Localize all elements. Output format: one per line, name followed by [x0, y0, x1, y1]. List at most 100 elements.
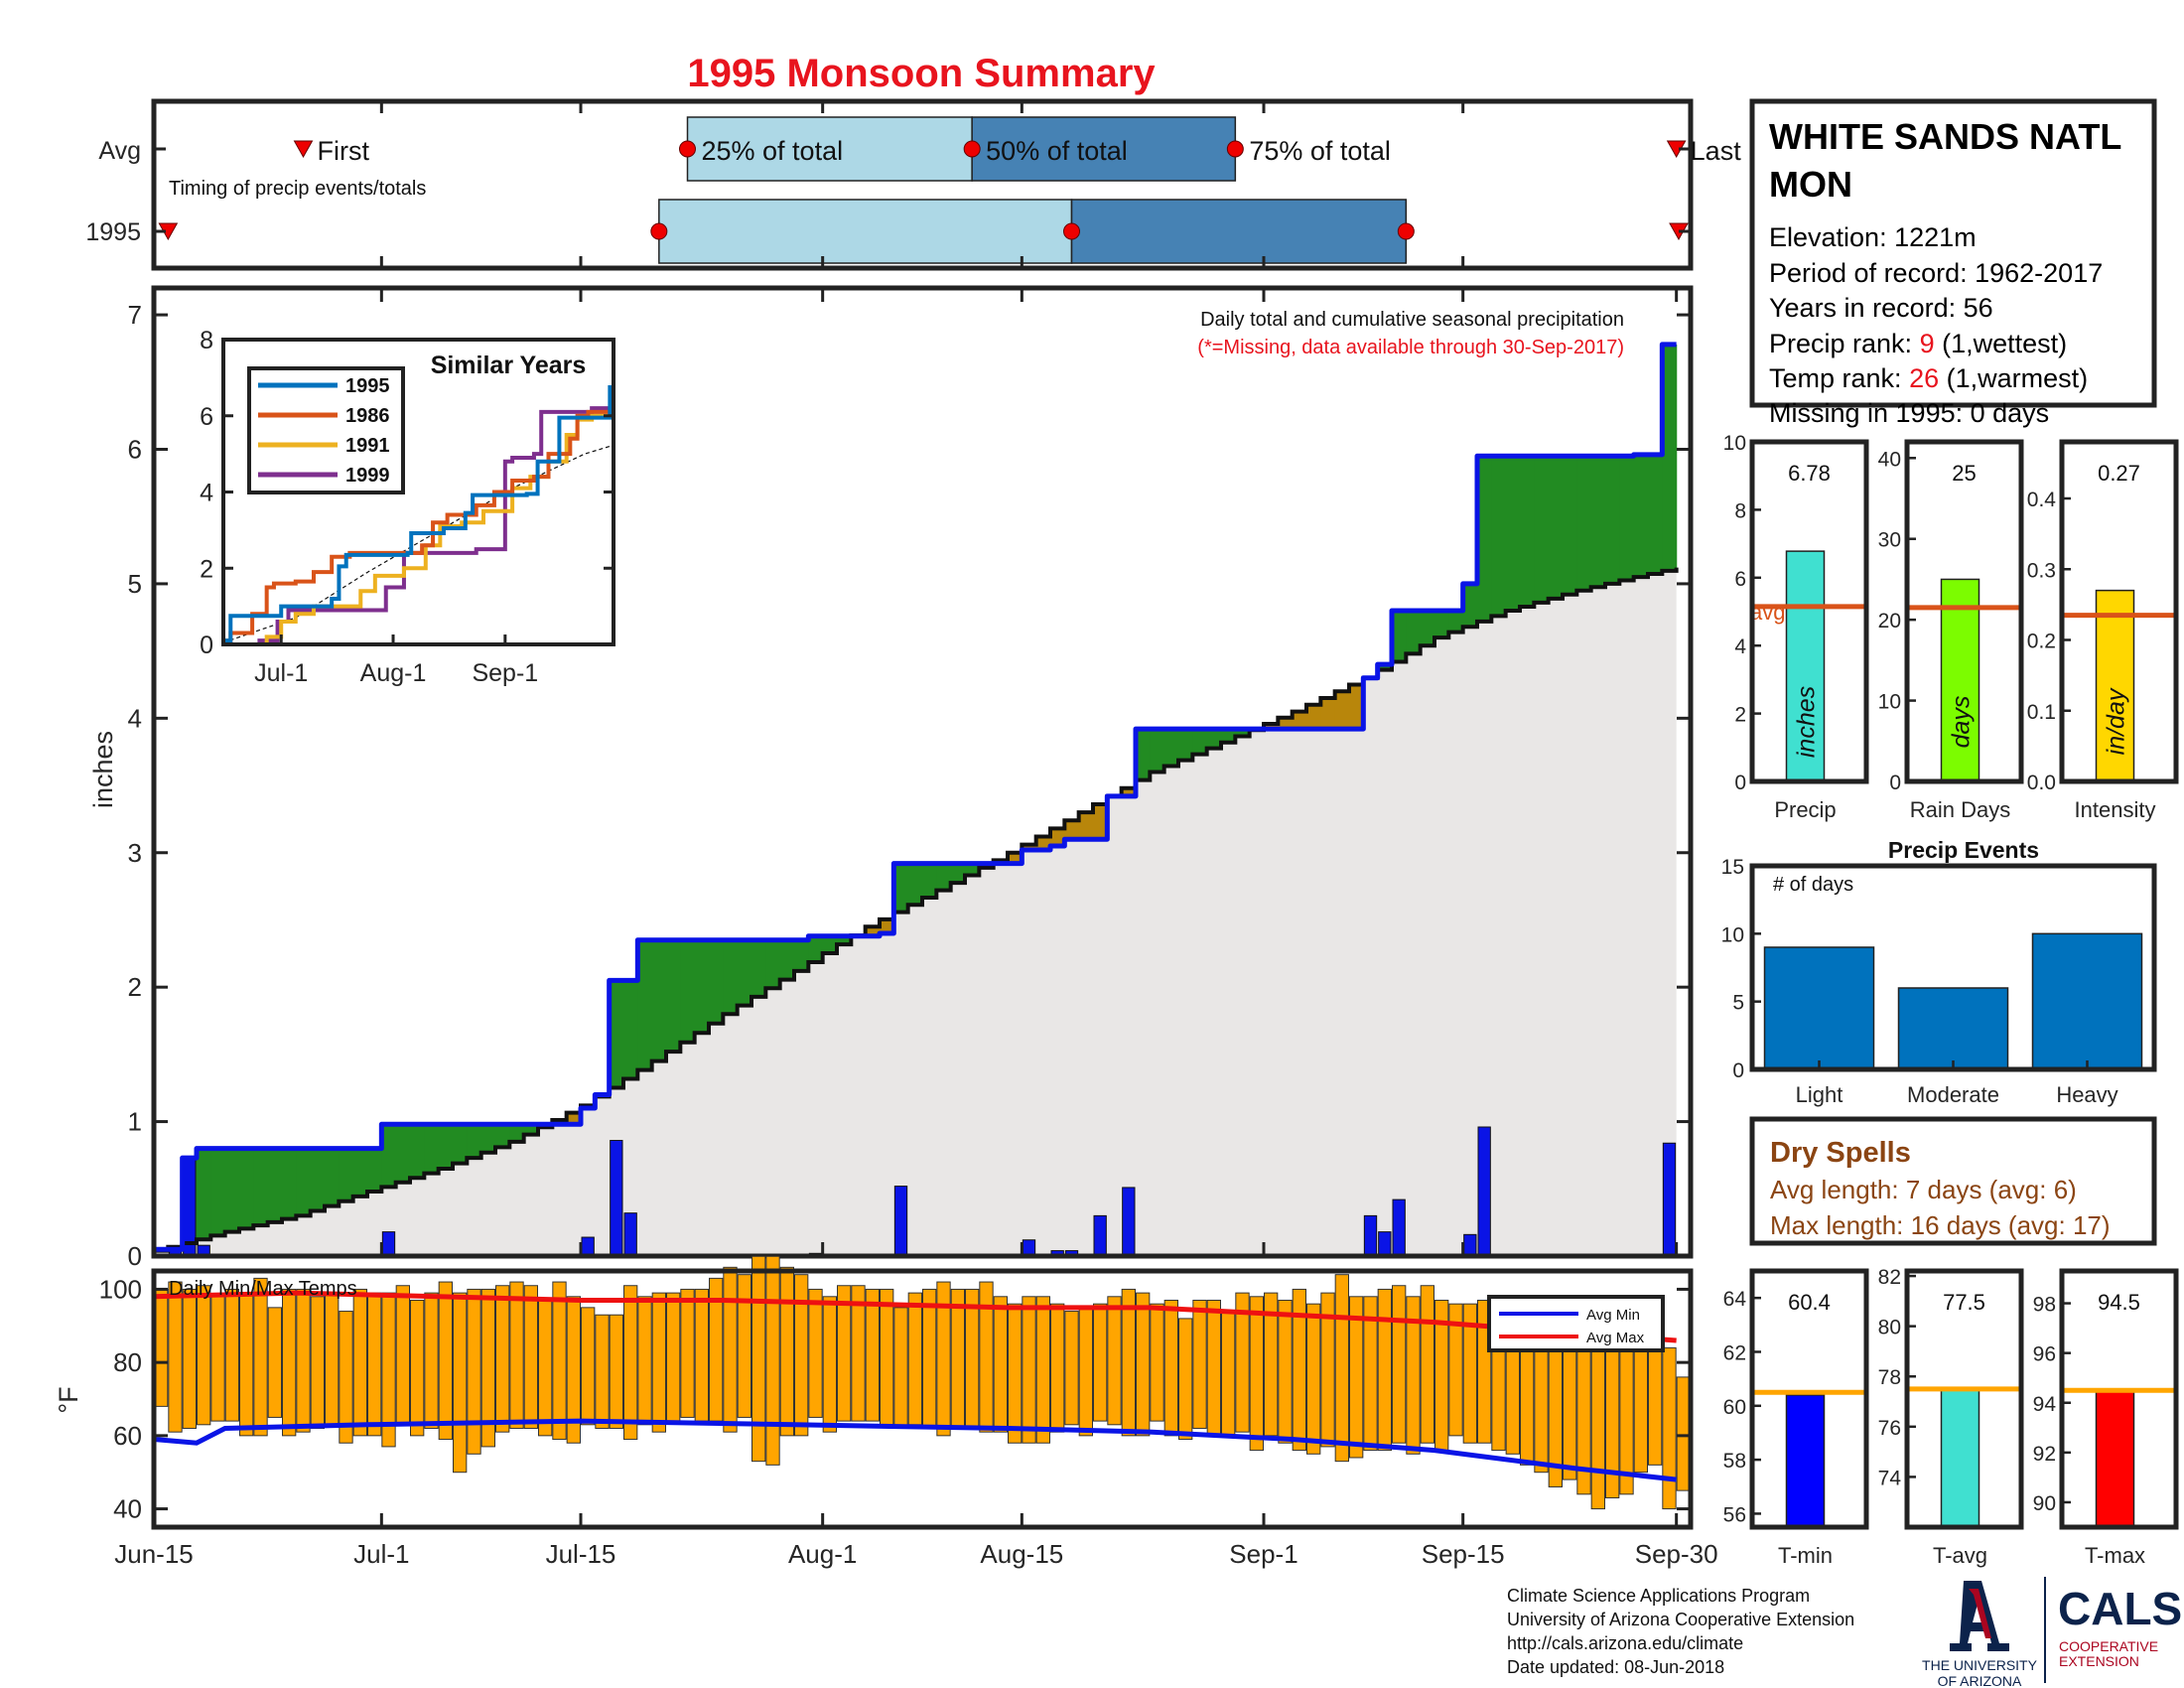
daily-temp-bar	[1008, 1303, 1023, 1444]
precip-summary-ytick-label: 6	[1734, 568, 1746, 591]
precip-departure-column	[267, 1148, 283, 1222]
cumulative-1995-line	[154, 342, 1677, 1252]
main-frame	[151, 285, 1694, 1259]
intensity-summary-x-label: Intensity	[2075, 797, 2156, 822]
inset-ytick-label: 2	[200, 555, 213, 583]
precip-summary-avg-label: avg	[1750, 600, 1785, 625]
daily-temp-bar	[523, 1285, 539, 1429]
daily-precip-bar	[893, 1186, 908, 1257]
temp-ytick-label: 40	[113, 1494, 142, 1524]
daily-temp-bar	[1249, 1296, 1264, 1452]
dry-spells-box: Dry Spells Avg length: 7 days (avg: 6) M…	[1749, 1116, 2157, 1246]
daily-precip-bar	[1363, 1214, 1378, 1257]
intensity-summary-frame	[2059, 439, 2179, 784]
daily-precip-bar	[1662, 1142, 1677, 1257]
summary-panels: inches avg 6.78 0 2 4 6 8 10 Precip days 25 0 10 20 30 4…	[1723, 432, 2179, 1568]
precip-summary-ytick-label: 10	[1723, 432, 1746, 455]
daily-temp-bar	[509, 1281, 524, 1429]
precip-departure-column	[666, 939, 681, 1053]
precip-departure-column	[822, 935, 838, 954]
daily-temp-bar	[637, 1296, 652, 1426]
timing-avg-box-25-50	[686, 116, 973, 182]
precip-note-missing: (*=Missing, data available through 30-Se…	[1197, 337, 1624, 358]
timing-y1995-p25-marker	[650, 222, 668, 240]
precip-departure-column	[1605, 456, 1620, 584]
footer-line1: Climate Science Applications Program	[1507, 1586, 1810, 1606]
inset-frame	[221, 338, 615, 646]
raindays-summary-ytick-label: 0	[1889, 772, 1901, 794]
daily-temp-bar	[424, 1292, 439, 1429]
tmin-summary-ytick-label: 64	[1723, 1288, 1747, 1311]
cals-logo-text: CALS	[2058, 1583, 2182, 1634]
precip-departure-column	[709, 939, 724, 1024]
daily-temp-bar	[808, 1288, 823, 1418]
precip-departure-column	[381, 1124, 397, 1188]
daily-temp-bar	[1320, 1292, 1335, 1448]
precip-summary-value-label: 6.78	[1788, 461, 1831, 486]
precip-departure-column	[1320, 698, 1336, 730]
date-xtick-label: Jun-15	[114, 1539, 194, 1569]
precip-departure-column	[794, 939, 809, 971]
precip-departure-column	[1648, 454, 1663, 574]
precip-departure-column	[865, 926, 881, 936]
tmin-summary-x-label: T-min	[1778, 1543, 1833, 1568]
precip-departure-column	[1306, 704, 1321, 730]
daily-precip-bar	[1378, 1231, 1392, 1257]
date-xtick-label: Aug-15	[980, 1539, 1063, 1569]
precip-departure-column	[1078, 812, 1094, 840]
tmax-summary-ytick-label: 98	[2033, 1294, 2056, 1317]
raindays-summary-bar	[1940, 578, 1980, 782]
daily-temp-bar	[1420, 1285, 1434, 1444]
tavg-summary-value-label: 77.5	[1943, 1290, 1985, 1315]
daily-temp-bar	[168, 1281, 183, 1433]
university-of-arizona-logo: THE UNIVERSITY OF ARIZONA	[1922, 1581, 2038, 1688]
intensity-summary-ytick-label: 0.3	[2027, 559, 2056, 582]
daily-temp-bar	[1163, 1299, 1178, 1437]
tmax-summary-value-label: 94.5	[2098, 1290, 2140, 1315]
inset-xtick-label: Aug-1	[360, 659, 427, 687]
daily-temp-bar	[495, 1285, 510, 1433]
ua-logo-line2: OF ARIZONA	[1938, 1673, 2022, 1688]
dry-spells-frame	[1749, 1116, 2157, 1246]
daily-temp-bar	[1078, 1307, 1093, 1437]
inset-title: Similar Years	[431, 352, 587, 379]
timing-y1995-p50-marker	[1063, 222, 1080, 240]
daily-temp-bar	[1363, 1296, 1378, 1452]
tmin-summary-ytick-label: 60	[1723, 1396, 1746, 1419]
precip-departure-column	[1178, 729, 1193, 761]
precip-departure-column	[566, 1112, 582, 1125]
precip-y-label: inches	[88, 731, 118, 808]
precip-summary-ytick-label: 2	[1734, 704, 1746, 727]
precip-departure-column	[1192, 729, 1208, 755]
daily-temp-bar	[339, 1311, 353, 1444]
daily-temp-bar	[965, 1288, 980, 1429]
precip-departure-column	[1235, 729, 1251, 737]
timing-p75-label: 75% of total	[1249, 136, 1391, 166]
daily-temp-bar	[1633, 1333, 1648, 1474]
precip-departure-column	[253, 1148, 269, 1226]
station-frame	[1749, 98, 2157, 408]
inset-ytick-label: 4	[200, 480, 213, 507]
legend-avg-min-label: Avg Min	[1586, 1307, 1640, 1324]
daily-temp-bar	[480, 1288, 495, 1448]
tmin-summary-ytick-label: 62	[1723, 1341, 1746, 1364]
daily-precip-bar	[183, 1156, 197, 1257]
inset-xtick-label: Jul-1	[254, 659, 308, 687]
intensity-summary-unit-label: in/day	[2103, 687, 2130, 755]
daily-temps-chart: °F 40 60 80 100 Daily Min/Max Temps Avg Min…	[54, 1255, 1694, 1530]
precip-departure-column	[1619, 456, 1635, 581]
tmin-summary-ytick-label: 56	[1723, 1503, 1746, 1526]
daily-temp-bar	[1022, 1296, 1036, 1444]
tmax-summary-bar	[2095, 1389, 2135, 1528]
daily-precip-bar	[1122, 1187, 1136, 1257]
daily-temp-bar	[1292, 1288, 1306, 1452]
cals-logo-sub2: EXTENSION	[2059, 1653, 2139, 1669]
daily-temp-bar	[581, 1307, 596, 1426]
precip-departure-column	[1050, 828, 1065, 846]
daily-temp-bar	[1462, 1303, 1477, 1444]
precip-departure-column	[296, 1148, 312, 1216]
intensity-summary-ytick-label: 0.0	[2027, 772, 2056, 794]
intensity-summary-ytick-label: 0.4	[2027, 489, 2057, 511]
timing-avg-p75-marker	[1226, 140, 1244, 158]
station-name-line1: WHITE SANDS NATL	[1769, 116, 2121, 157]
